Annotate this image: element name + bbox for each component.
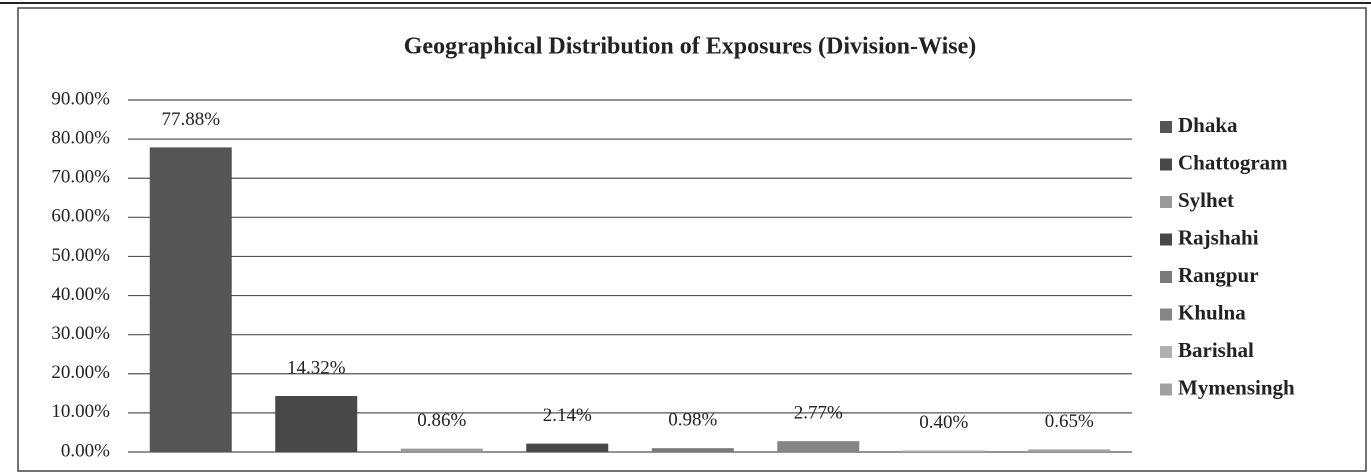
- legend-swatch: [1160, 233, 1172, 246]
- y-tick-label: 30.00%: [51, 323, 110, 344]
- legend-swatch: [1160, 346, 1172, 358]
- data-label: 77.88%: [161, 109, 220, 130]
- y-tick-label: 70.00%: [51, 167, 110, 188]
- chart-title: Geographical Distribution of Exposures (…: [404, 34, 976, 60]
- legend-swatch: [1160, 196, 1172, 208]
- bar: [149, 147, 232, 453]
- bar: [777, 441, 860, 452]
- bar: [651, 448, 734, 452]
- bar: [1028, 449, 1111, 452]
- data-label: 0.40%: [919, 412, 968, 433]
- legend-label: Barishal: [1178, 338, 1254, 362]
- data-label: 14.32%: [287, 357, 346, 378]
- y-tick-label: 80.00%: [51, 127, 110, 148]
- y-tick-label: 90.00%: [51, 88, 110, 109]
- data-label: 0.65%: [1045, 411, 1094, 432]
- y-tick-label: 50.00%: [51, 245, 110, 266]
- legend-swatch: [1160, 308, 1172, 321]
- legend-label: Rajshahi: [1178, 225, 1259, 249]
- legend-swatch: [1160, 158, 1172, 171]
- legend-label: Khulna: [1178, 300, 1246, 324]
- bar: [902, 450, 985, 452]
- y-tick-label: 0.00%: [61, 440, 110, 461]
- y-tick-label: 60.00%: [51, 206, 110, 227]
- legend-swatch: [1160, 383, 1172, 396]
- legend-label: Mymensingh: [1178, 375, 1295, 399]
- data-label: 2.14%: [543, 405, 592, 426]
- y-tick-label: 40.00%: [51, 284, 110, 305]
- bar: [275, 395, 358, 452]
- data-label: 0.98%: [668, 410, 717, 431]
- legend-swatch: [1160, 271, 1172, 283]
- y-tick-label: 20.00%: [51, 362, 110, 383]
- legend-label: Chattogram: [1178, 150, 1288, 174]
- bar: [526, 443, 609, 452]
- data-label: 0.86%: [417, 410, 466, 431]
- chart-frame: [17, 7, 1367, 472]
- legend-swatch: [1160, 121, 1172, 133]
- legend-label: Sylhet: [1178, 188, 1234, 212]
- legend-label: Rangpur: [1178, 263, 1259, 287]
- bar: [400, 448, 483, 452]
- y-tick-label: 10.00%: [51, 401, 110, 422]
- data-label: 2.77%: [794, 403, 843, 424]
- legend-label: Dhaka: [1178, 113, 1238, 137]
